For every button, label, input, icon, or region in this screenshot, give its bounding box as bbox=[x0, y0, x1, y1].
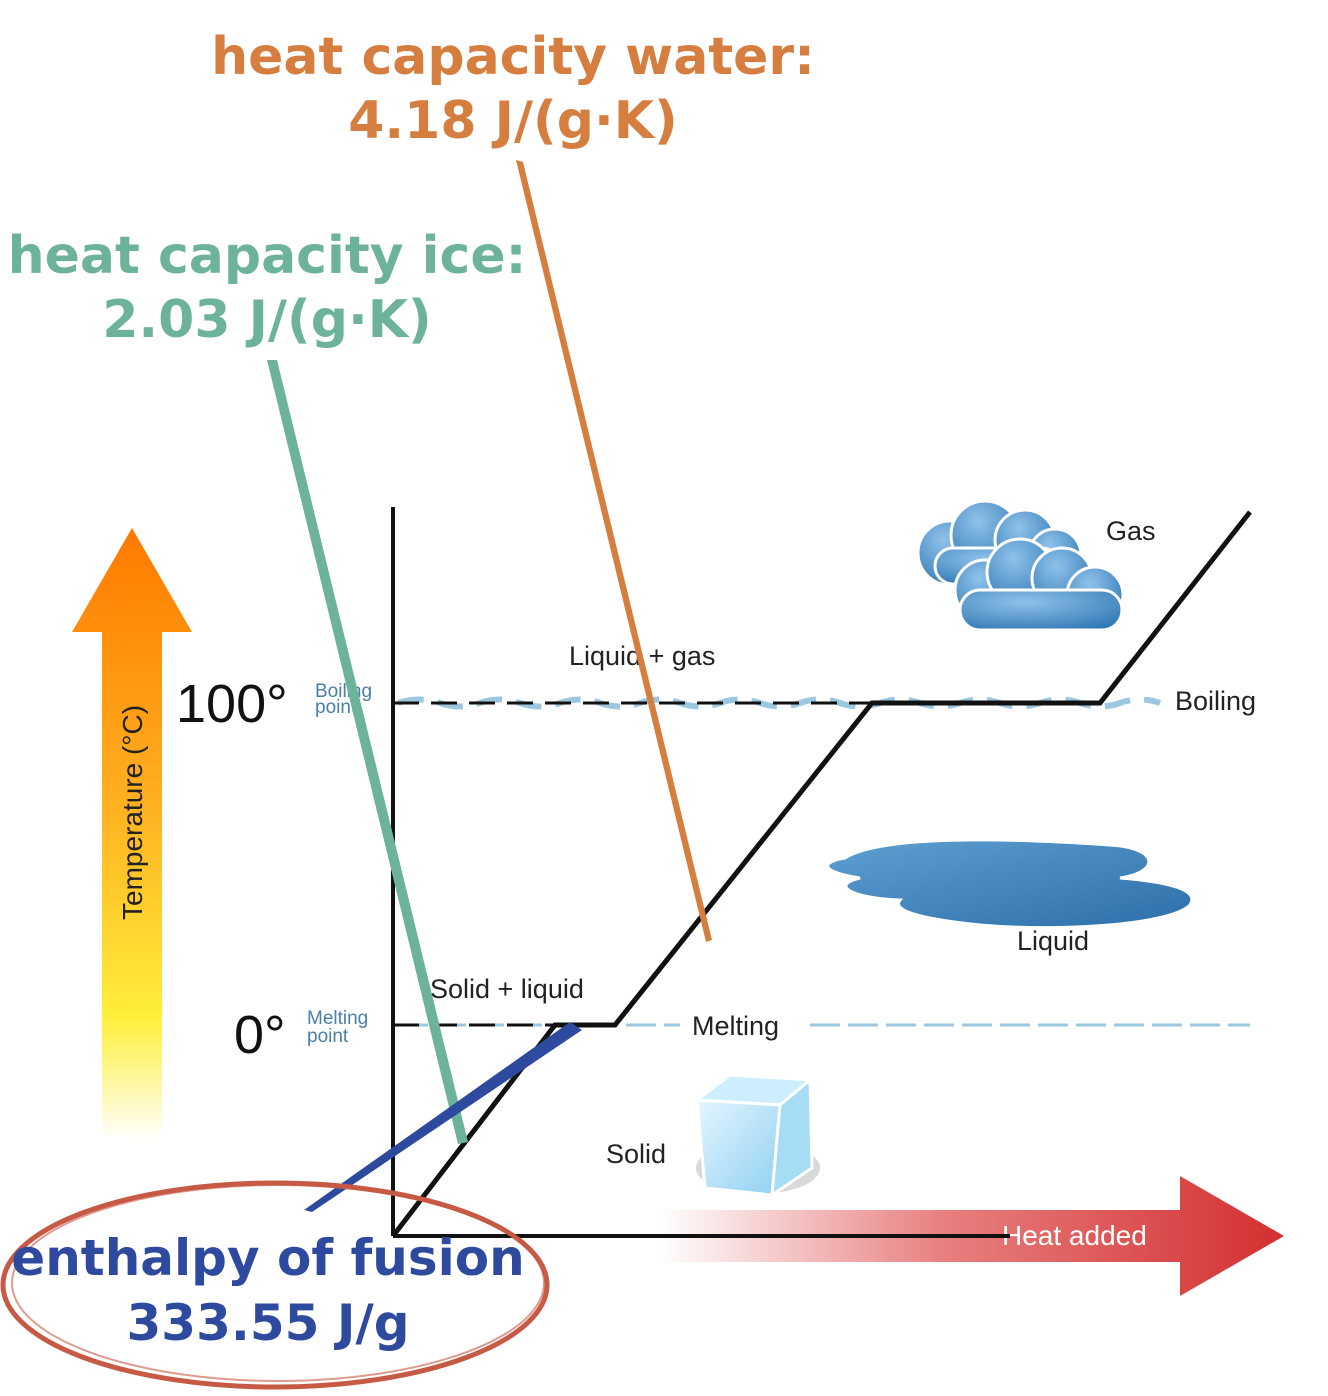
x-axis-label: Heat added bbox=[1002, 1220, 1147, 1251]
ice-annotation-value: 2.03 J/(g·K) bbox=[102, 290, 432, 350]
ice-annotation: heat capacity ice: 2.03 J/(g·K) bbox=[8, 226, 527, 1144]
label-liquid: Liquid bbox=[1017, 926, 1089, 956]
water-annotation-value: 4.18 J/(g·K) bbox=[348, 91, 678, 151]
ice-pointer-stroke bbox=[267, 360, 468, 1144]
water-annotation: heat capacity water: 4.18 J/(g·K) bbox=[211, 27, 815, 942]
fusion-pointer-stroke bbox=[304, 1022, 582, 1212]
label-boiling: Boiling bbox=[1175, 686, 1256, 716]
water-pointer-stroke bbox=[516, 160, 712, 942]
water-annotation-title: heat capacity water: bbox=[211, 27, 815, 87]
melting-point-label-1: Melting bbox=[307, 1008, 368, 1029]
y-axis-label: Temperature (°C) bbox=[117, 705, 148, 920]
melting-point-label-2: point bbox=[307, 1026, 349, 1047]
label-melting: Melting bbox=[692, 1011, 779, 1041]
temperature-arrow: Temperature (°C) bbox=[72, 528, 192, 1140]
puddle-icon bbox=[826, 838, 1194, 930]
fusion-circle-outline bbox=[11, 1184, 545, 1382]
label-gas: Gas bbox=[1106, 516, 1156, 546]
ice-annotation-title: heat capacity ice: bbox=[8, 226, 527, 286]
fusion-annotation-title: enthalpy of fusion bbox=[11, 1229, 524, 1287]
fusion-circle bbox=[0, 1180, 550, 1390]
cloud-icon bbox=[916, 499, 1125, 632]
label-solid: Solid bbox=[606, 1139, 666, 1169]
fusion-annotation-value: 333.55 J/g bbox=[126, 1294, 409, 1352]
melting-temp-label: 0° bbox=[234, 1005, 286, 1065]
ice-cube-icon bbox=[692, 1073, 820, 1199]
boiling-temp-label: 100° bbox=[176, 674, 288, 734]
boiling-point-label-2: point bbox=[315, 697, 357, 718]
fusion-annotation: enthalpy of fusion 333.55 J/g bbox=[0, 1022, 582, 1390]
label-solid-liquid: Solid + liquid bbox=[430, 974, 584, 1004]
